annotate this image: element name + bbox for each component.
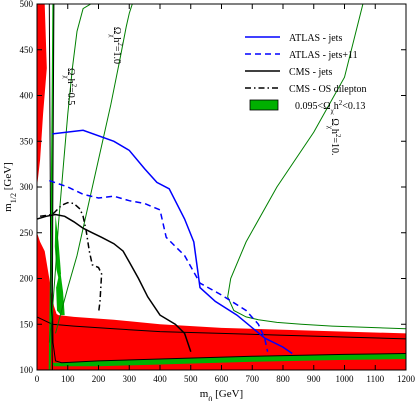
relic-boundary-right [51, 4, 406, 364]
excluded-boundary [37, 316, 406, 340]
y-tick-label: 200 [20, 274, 34, 284]
x-tick-label: 1100 [366, 374, 384, 384]
relic-band-horizontal [52, 353, 406, 367]
x-tick-label: 300 [123, 374, 137, 384]
relic-contour-label-2: Ωχh2=1.0 [108, 27, 124, 64]
series-line-1 [52, 129, 293, 355]
relic-contour-label-1: Ωχh2=0.5 [62, 68, 78, 105]
legend-label-2: ATLAS - jets+11 [289, 50, 358, 61]
series-layer [37, 129, 293, 355]
x-tick-label: 1200 [397, 374, 415, 384]
series-line-2 [49, 179, 269, 352]
labels-layer: m0 [GeV] m1/2 [GeV] Ωχh2=0.5 Ωχh2=1.0 Ωχh2=1… [2, 27, 342, 401]
relic-contour-2 [55, 4, 133, 334]
ticks-layer: 0 100 200 300 400 500 600 700 800 900 1000 1100 1200… [20, 0, 415, 384]
x-tick-label: 0 [35, 374, 40, 384]
y-tick-label: 500 [20, 0, 34, 9]
x-tick-label: 500 [184, 374, 198, 384]
y-tick-label: 150 [20, 319, 34, 329]
relic-contour-3 [227, 4, 406, 330]
relic-contour-label-3: Ωχh2=10. [326, 118, 342, 155]
relic-island-lower [56, 269, 65, 316]
y-tick-label: 450 [20, 45, 34, 55]
x-tick-label: 1000 [336, 374, 355, 384]
x-tick-label: 700 [246, 374, 260, 384]
x-tick-label: 400 [153, 374, 167, 384]
y-tick-label: 400 [20, 91, 34, 101]
y-tick-label: 250 [20, 228, 34, 238]
relic-contours-layer [48, 4, 406, 343]
x-axis-label: m0 [GeV] [200, 388, 243, 401]
x-tick-label: 200 [92, 374, 106, 384]
x-tick-label: 600 [215, 374, 229, 384]
legend: ATLAS - jets ATLAS - jets+11 CMS - jets CMS… [245, 33, 367, 115]
regions-layer [37, 4, 406, 370]
series-line-3 [37, 213, 192, 352]
excluded-region-bottom [37, 232, 406, 370]
x-tick-label: 100 [61, 374, 75, 384]
x-tick-label: 900 [307, 374, 321, 384]
relic-band-vertical [48, 4, 54, 370]
legend-swatch-5 [249, 99, 279, 111]
relic-contour-1 [48, 4, 102, 343]
legend-label-3: CMS - jets [289, 67, 332, 78]
legend-label-5: 0.095<Ωχh2<0.13 [295, 99, 365, 115]
y-tick-label: 300 [20, 182, 34, 192]
x-tick-label: 800 [276, 374, 290, 384]
excluded-region-strip [37, 296, 406, 339]
y-axis-label: m1/2 [GeV] [2, 162, 18, 212]
y-tick-label: 100 [20, 365, 34, 375]
legend-label-4: CMS - OS dilepton [289, 84, 367, 95]
legend-label-1: ATLAS - jets [289, 33, 342, 44]
y-tick-label: 350 [20, 136, 34, 146]
relic-boundary-left [48, 4, 53, 370]
